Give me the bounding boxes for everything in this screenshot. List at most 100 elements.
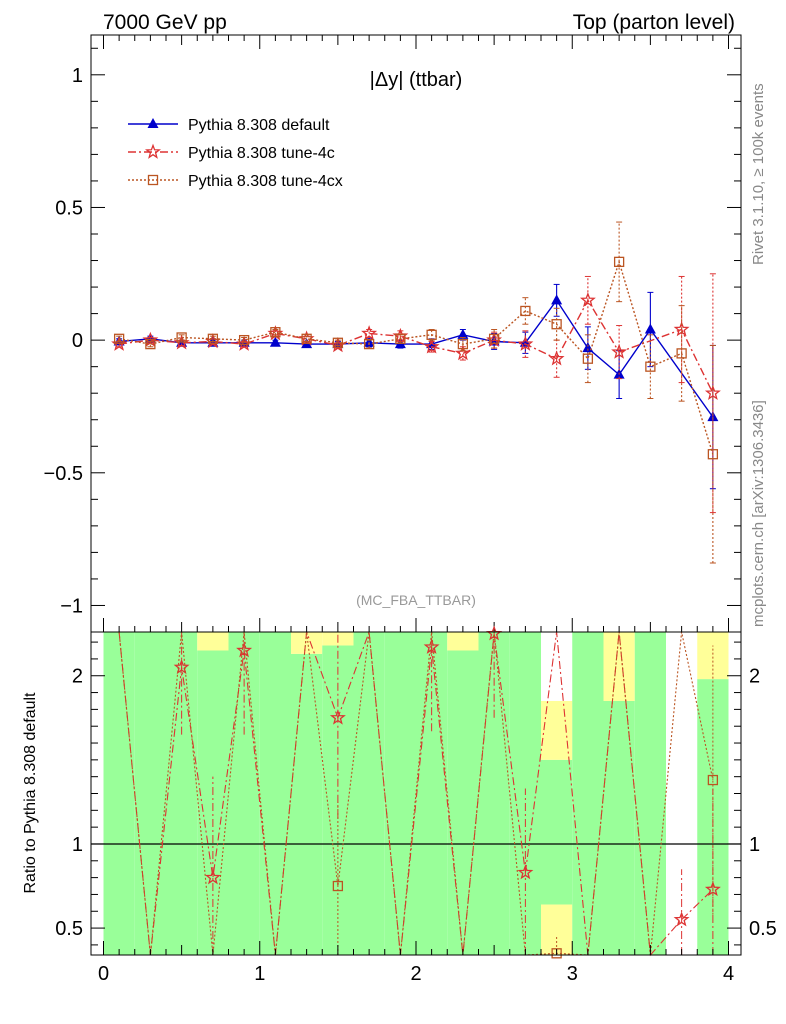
data-point (551, 294, 563, 305)
ratio-band-yellow (291, 632, 323, 654)
ratio-band-green (603, 700, 635, 955)
rivet-version-label: Rivet 3.1.10, ≥ 100k events (750, 83, 767, 265)
ratio-y-tick-label-right: 1 (749, 834, 760, 856)
x-tick-label: 3 (567, 963, 578, 985)
ratio-series-1 (118, 631, 719, 959)
data-point (644, 323, 656, 334)
data-point (176, 332, 187, 343)
series-line (118, 259, 714, 455)
legend-label: Pythia 8.308 tune-4cx (188, 173, 343, 190)
plot-title: |Δy| (ttbar) (370, 69, 463, 91)
ratio-y-tick-label: 1 (72, 834, 83, 856)
data-point (207, 333, 219, 344)
y-tick-label: −1 (60, 595, 83, 617)
ratio-point (517, 864, 534, 880)
header-energy-label: 7000 GeV pp (103, 11, 227, 34)
ratio-point (704, 881, 721, 897)
ratio-band-green (478, 632, 510, 955)
y-tick-label: −0.5 (44, 463, 83, 485)
ratio-band-green (353, 632, 385, 955)
data-point (457, 338, 469, 350)
ratio-band-yellow (197, 632, 229, 651)
ratio-series-0 (118, 625, 721, 957)
series-1 (111, 273, 721, 514)
ratio-band-green (103, 632, 135, 955)
legend-label: Pythia 8.308 tune-4c (188, 145, 335, 162)
data-point (579, 291, 596, 308)
data-point (520, 305, 531, 317)
mcplots-reference-label: mcplots.cern.ch [arXiv:1306.3436] (750, 400, 767, 627)
ratio-y-tick-label: 0.5 (55, 918, 83, 940)
header-process-label: Top (parton level) (573, 11, 735, 34)
data-point (270, 327, 281, 338)
data-point (551, 319, 562, 330)
ratio-point (329, 709, 346, 725)
ratio-point (332, 880, 344, 892)
ratio-band-green (634, 632, 666, 955)
ratio-band-yellow (697, 632, 729, 680)
ratio-y-tick-label-right: 0.5 (749, 918, 777, 940)
data-point (423, 338, 440, 354)
series-0 (113, 283, 719, 490)
data-point (457, 328, 469, 339)
data-point (454, 345, 471, 361)
y-tick-label: 1 (72, 65, 83, 87)
data-point (582, 353, 594, 364)
y-tick-label: 0 (72, 330, 83, 352)
data-point (548, 350, 565, 366)
data-point (269, 336, 281, 347)
data-point (707, 449, 719, 460)
data-point (361, 325, 378, 341)
data-point (517, 335, 534, 351)
legend-marker (145, 143, 161, 159)
data-point (645, 361, 656, 372)
data-point (611, 343, 628, 359)
data-point (704, 384, 721, 401)
ratio-band-yellow (447, 632, 479, 651)
ratio-band-yellow (541, 700, 573, 760)
data-point (613, 256, 625, 268)
ratio-band-green (291, 653, 323, 955)
data-point (332, 337, 344, 348)
legend-label: Pythia 8.308 default (188, 117, 330, 134)
ratio-point (673, 911, 690, 927)
x-tick-label: 4 (723, 963, 734, 985)
analysis-watermark: (MC_FBA_TTBAR) (356, 592, 476, 608)
data-point (363, 338, 375, 350)
data-point (301, 333, 312, 344)
data-point (426, 329, 437, 340)
ratio-line (118, 631, 714, 956)
ratio-band-green (447, 650, 479, 955)
data-point (363, 336, 375, 347)
data-point (582, 342, 594, 353)
ratio-point (204, 869, 221, 885)
ratio-line (118, 631, 714, 957)
main-panel: −1 −0.5 0 0.5 1 |Δy| (ttbar) (MC_FBA_TTBAR) Pyt… (44, 34, 742, 633)
legend-marker (147, 174, 159, 186)
legend-marker (147, 118, 159, 128)
data-point (113, 333, 125, 344)
data-point (145, 338, 156, 350)
series-2 (113, 221, 719, 564)
series-line (119, 299, 714, 418)
ratio-point (707, 774, 719, 786)
x-tick-label: 0 (98, 963, 109, 985)
x-tick-label: 1 (254, 963, 265, 985)
ratio-band-yellow (541, 904, 573, 955)
data-point (142, 331, 159, 347)
ratio-y-tick-label-right: 2 (749, 666, 760, 688)
ratio-band-green (134, 632, 166, 955)
data-point (238, 334, 250, 346)
series-line (119, 298, 714, 394)
y-tick-label: 0.5 (55, 197, 83, 219)
ratio-band-green (572, 632, 604, 955)
data-point (676, 348, 687, 359)
data-point (488, 333, 500, 344)
ratio-band-green (416, 632, 448, 955)
ratio-band-yellow (603, 632, 635, 701)
ratio-band-green (541, 759, 573, 905)
ratio-y-tick-label: 2 (72, 666, 83, 688)
data-point (395, 333, 406, 344)
ratio-band-green (259, 632, 291, 955)
